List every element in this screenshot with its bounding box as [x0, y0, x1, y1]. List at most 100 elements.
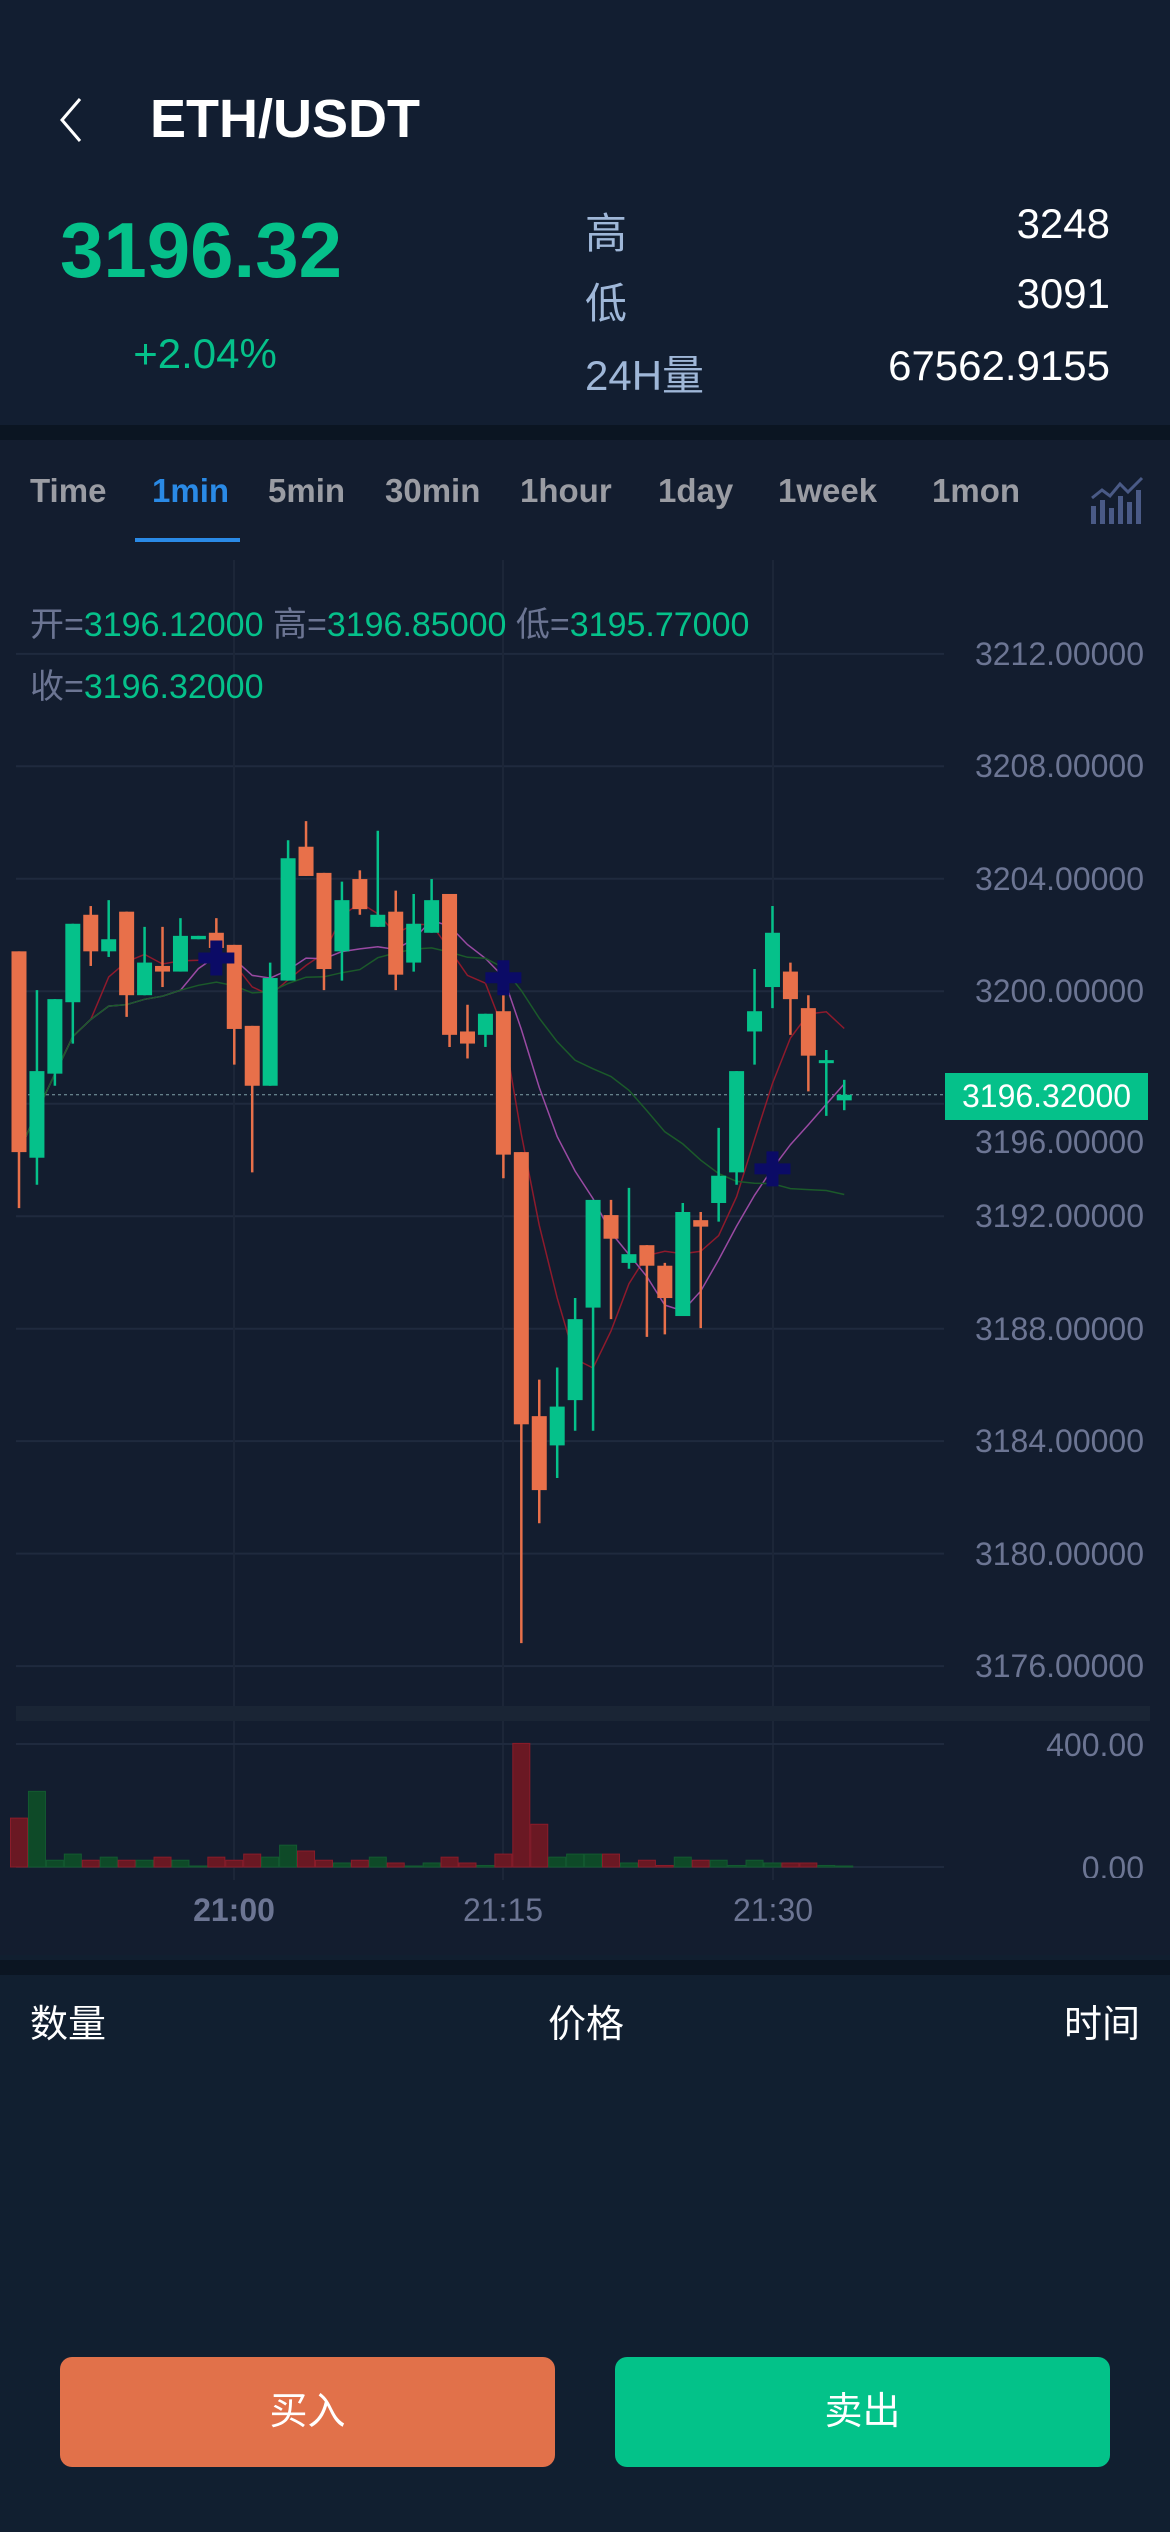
- volume-bar: [727, 1864, 746, 1868]
- candle-body: [836, 1094, 852, 1101]
- low-value: 3091: [1016, 270, 1110, 317]
- candle-body: [495, 1011, 511, 1155]
- volume-bar: [476, 1864, 495, 1868]
- candle-body: [585, 1199, 601, 1308]
- candle-body: [370, 914, 386, 927]
- volume-bar: [27, 1790, 46, 1868]
- volume-bar: [117, 1859, 136, 1868]
- ohlc-legend-row1: 开=3196.12000 高=3196.85000 低=3195.77000: [30, 597, 749, 646]
- volume-bar: [314, 1859, 333, 1868]
- price-axis-label: 3180.00000: [974, 1535, 1144, 1572]
- indicator-chart-icon[interactable]: [1090, 476, 1144, 524]
- candle-body: [262, 978, 278, 1086]
- tab-30min[interactable]: 30min: [385, 472, 481, 509]
- candle-body: [477, 1013, 493, 1035]
- volume-bar: [171, 1859, 190, 1868]
- last-price: 3196.32: [60, 206, 342, 294]
- close-label: 收=: [30, 668, 84, 706]
- candles: [11, 821, 852, 1644]
- volume-bar: [297, 1850, 316, 1868]
- candle-body: [657, 1265, 673, 1299]
- low-label: 低=: [515, 606, 570, 644]
- price-axis-label: 3184.00000: [974, 1423, 1144, 1460]
- tab-5min[interactable]: 5min: [268, 472, 346, 509]
- candle-body: [406, 923, 422, 963]
- candlestick-chart[interactable]: [0, 0, 1170, 1960]
- time-label: 21:00: [193, 1892, 275, 1928]
- buy-button[interactable]: 买入: [60, 2357, 555, 2467]
- candle-body: [137, 962, 153, 996]
- candle-body: [280, 858, 296, 981]
- candle-body: [782, 971, 798, 1000]
- volume-bar: [422, 1862, 441, 1868]
- volume-bar: [691, 1859, 710, 1868]
- volume-bar: [745, 1859, 764, 1868]
- candle-body: [549, 1406, 565, 1446]
- volume-bar: [781, 1862, 800, 1868]
- grid: [16, 560, 1150, 1880]
- tab-1mon[interactable]: 1mon: [932, 472, 1021, 509]
- divider: [0, 1960, 1170, 1975]
- candle-body: [298, 846, 314, 876]
- volume-bar: [386, 1862, 405, 1868]
- candle-body: [226, 944, 242, 1029]
- tab-1hour[interactable]: 1hour: [520, 472, 612, 509]
- tab-time[interactable]: Time: [30, 472, 107, 509]
- volume-bar: [566, 1853, 585, 1868]
- price-axis-label: 3204.00000: [974, 860, 1144, 897]
- high-label: 高: [585, 210, 628, 257]
- volume-bar: [512, 1742, 531, 1868]
- marker-cross-icon: [485, 960, 522, 996]
- candle-body: [675, 1212, 691, 1317]
- back-chevron-icon[interactable]: [52, 95, 92, 145]
- candle-body: [460, 1031, 475, 1044]
- price-axis-label: 3212.00000: [974, 635, 1144, 672]
- time-label: 21:15: [462, 1892, 544, 1928]
- volume-bar: [619, 1862, 638, 1868]
- volume-bar: [63, 1853, 82, 1868]
- candle-body: [47, 999, 63, 1074]
- candle-body: [513, 1152, 529, 1425]
- volume-bar: [243, 1853, 262, 1868]
- volume-bar: [189, 1865, 208, 1868]
- tab-1min[interactable]: 1min: [152, 472, 230, 509]
- price-change-percent: +2.04%: [133, 330, 277, 377]
- candle-body: [316, 872, 332, 970]
- candle-body: [101, 939, 117, 952]
- time-label: 21:30: [732, 1892, 814, 1928]
- candle-body: [818, 1060, 834, 1064]
- volume-bar: [261, 1856, 280, 1868]
- volume-bar: [530, 1823, 549, 1868]
- volume-bar: [45, 1859, 64, 1868]
- volume-bar: [368, 1856, 387, 1868]
- volume-bar: [350, 1859, 369, 1868]
- volume-bar: [655, 1864, 674, 1868]
- price-axis-label: 3188.00000: [974, 1310, 1144, 1347]
- candle-body: [639, 1245, 655, 1266]
- panel-separator: [16, 1706, 1150, 1721]
- candle-body: [729, 1071, 745, 1173]
- candle-body: [172, 935, 188, 972]
- volume-bar: [440, 1856, 459, 1868]
- price-axis-label: 3192.00000: [974, 1198, 1144, 1235]
- candle-body: [424, 900, 440, 933]
- column-header-time: 时间: [1063, 2004, 1140, 2046]
- volume-bar: [81, 1859, 100, 1868]
- price-axis-label: 3208.00000: [974, 748, 1144, 785]
- volume-bar: [332, 1862, 351, 1868]
- volume-bar: [207, 1856, 226, 1868]
- sell-button[interactable]: 卖出: [615, 2357, 1110, 2467]
- tab-1day[interactable]: 1day: [658, 472, 734, 509]
- tab-1week[interactable]: 1week: [778, 472, 878, 509]
- volume-bar: [584, 1853, 603, 1868]
- candle-body: [155, 965, 171, 972]
- volume-bar: [458, 1862, 477, 1868]
- open-value: 3196.12000: [83, 606, 264, 644]
- volume-bar: [548, 1856, 567, 1868]
- candle-body: [11, 951, 27, 1153]
- candle-body: [747, 1011, 763, 1032]
- high-label: 高=: [272, 606, 327, 644]
- volume-bar: [225, 1859, 244, 1868]
- candle-body: [65, 923, 81, 1003]
- candle-body: [119, 911, 135, 996]
